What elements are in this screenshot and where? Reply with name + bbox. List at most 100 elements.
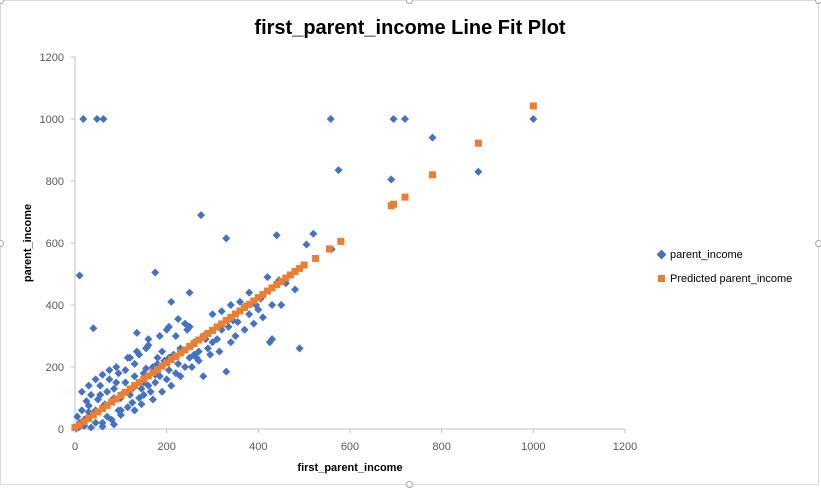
y-tick-label: 1000 bbox=[40, 114, 64, 126]
data-point-parent-income bbox=[272, 231, 281, 240]
data-point-parent-income bbox=[222, 234, 231, 243]
data-point-parent-income bbox=[142, 364, 151, 373]
data-point-predicted-parent-income bbox=[204, 330, 212, 338]
legend-marker-predicted-parent-income bbox=[658, 275, 665, 282]
data-point-predicted-parent-income bbox=[94, 408, 102, 416]
data-point-predicted-parent-income bbox=[112, 395, 120, 403]
data-point-predicted-parent-income bbox=[176, 349, 184, 357]
data-point-parent-income bbox=[112, 363, 121, 371]
data-point-parent-income bbox=[174, 314, 183, 323]
data-point-predicted-parent-income bbox=[131, 382, 139, 390]
data-point-parent-income bbox=[167, 381, 176, 390]
data-point-predicted-parent-income bbox=[429, 171, 436, 179]
data-point-parent-income bbox=[151, 268, 160, 277]
data-point-parent-income bbox=[222, 367, 231, 376]
data-point-predicted-parent-income bbox=[190, 339, 198, 347]
data-point-predicted-parent-income bbox=[99, 405, 106, 413]
data-point-parent-income bbox=[265, 338, 274, 347]
resize-handle-top-left[interactable] bbox=[0, 0, 4, 4]
data-point-parent-income bbox=[277, 301, 286, 309]
data-point-parent-income bbox=[146, 387, 155, 396]
data-point-parent-income bbox=[240, 325, 249, 334]
data-point-parent-income bbox=[128, 398, 137, 407]
data-point-parent-income bbox=[529, 115, 538, 123]
data-point-predicted-parent-income bbox=[236, 307, 244, 315]
data-point-parent-income bbox=[99, 115, 108, 123]
data-point-parent-income bbox=[123, 403, 132, 412]
data-point-predicted-parent-income bbox=[231, 310, 239, 318]
data-point-parent-income bbox=[121, 378, 130, 387]
data-point-predicted-parent-income bbox=[312, 255, 320, 262]
data-point-predicted-parent-income bbox=[167, 356, 175, 364]
data-point-parent-income bbox=[387, 175, 396, 184]
resize-handle-middle-left[interactable] bbox=[0, 240, 4, 247]
data-point-predicted-parent-income bbox=[286, 271, 294, 279]
data-point-parent-income bbox=[291, 285, 299, 294]
data-point-parent-income bbox=[109, 384, 118, 393]
data-point-predicted-parent-income bbox=[103, 401, 111, 409]
data-point-parent-income bbox=[181, 363, 189, 371]
data-point-parent-income bbox=[174, 359, 183, 368]
data-point-parent-income bbox=[132, 347, 141, 356]
data-point-parent-income bbox=[77, 387, 86, 396]
data-point-parent-income bbox=[162, 375, 171, 384]
data-point-parent-income bbox=[208, 338, 217, 347]
data-point-parent-income bbox=[158, 387, 167, 396]
data-point-parent-income bbox=[203, 344, 212, 353]
data-point-predicted-parent-income bbox=[273, 281, 281, 289]
x-axis-title: first_parent_income bbox=[297, 462, 402, 474]
data-point-predicted-parent-income bbox=[80, 418, 88, 426]
data-point-parent-income bbox=[176, 372, 185, 381]
data-point-parent-income bbox=[428, 133, 437, 142]
data-point-parent-income bbox=[164, 366, 173, 375]
data-point-parent-income bbox=[75, 271, 84, 280]
data-point-parent-income bbox=[187, 363, 196, 371]
data-point-predicted-parent-income bbox=[337, 237, 345, 245]
resize-handle-top-right[interactable] bbox=[815, 0, 821, 4]
data-point-parent-income bbox=[167, 297, 176, 306]
data-point-predicted-parent-income bbox=[135, 379, 143, 386]
legend-label-parent-income: parent_income bbox=[670, 249, 743, 261]
data-point-predicted-parent-income bbox=[195, 336, 203, 344]
data-point-parent-income bbox=[249, 319, 258, 328]
data-point-parent-income bbox=[130, 372, 139, 381]
data-point-parent-income bbox=[185, 353, 194, 362]
data-point-parent-income bbox=[130, 406, 139, 415]
data-point-parent-income bbox=[139, 390, 148, 399]
data-point-parent-income bbox=[164, 322, 173, 331]
data-point-parent-income bbox=[116, 411, 125, 420]
data-point-parent-income bbox=[245, 288, 254, 297]
data-point-predicted-parent-income bbox=[282, 274, 290, 282]
y-tick-label: 200 bbox=[46, 362, 64, 374]
data-point-parent-income bbox=[474, 167, 483, 176]
data-point-parent-income bbox=[96, 381, 105, 390]
resize-handle-middle-right[interactable] bbox=[815, 240, 821, 247]
data-point-parent-income bbox=[245, 310, 254, 319]
resize-handle-top-center[interactable] bbox=[406, 0, 413, 4]
data-point-parent-income bbox=[77, 406, 86, 415]
data-point-parent-income bbox=[73, 412, 82, 421]
data-point-predicted-parent-income bbox=[154, 365, 161, 373]
data-point-predicted-parent-income bbox=[76, 421, 84, 429]
data-point-parent-income bbox=[84, 401, 93, 410]
data-point-predicted-parent-income bbox=[259, 290, 267, 298]
data-point-parent-income bbox=[326, 115, 335, 123]
data-point-parent-income bbox=[144, 341, 153, 350]
data-point-parent-income bbox=[217, 307, 226, 316]
data-point-parent-income bbox=[401, 115, 409, 123]
data-point-parent-income bbox=[98, 370, 107, 379]
data-point-predicted-parent-income bbox=[325, 245, 333, 253]
chart-title: first_parent_income Line Fit Plot bbox=[254, 17, 566, 39]
data-point-parent-income bbox=[137, 400, 146, 409]
data-point-predicted-parent-income bbox=[291, 268, 299, 276]
data-point-parent-income bbox=[236, 297, 244, 306]
data-point-parent-income bbox=[84, 381, 93, 390]
data-point-parent-income bbox=[144, 335, 153, 344]
data-point-parent-income bbox=[158, 347, 167, 356]
data-point-predicted-parent-income bbox=[158, 362, 166, 370]
data-point-parent-income bbox=[258, 313, 267, 322]
data-point-predicted-parent-income bbox=[186, 343, 194, 351]
data-point-predicted-parent-income bbox=[126, 385, 134, 393]
data-point-predicted-parent-income bbox=[245, 300, 253, 308]
